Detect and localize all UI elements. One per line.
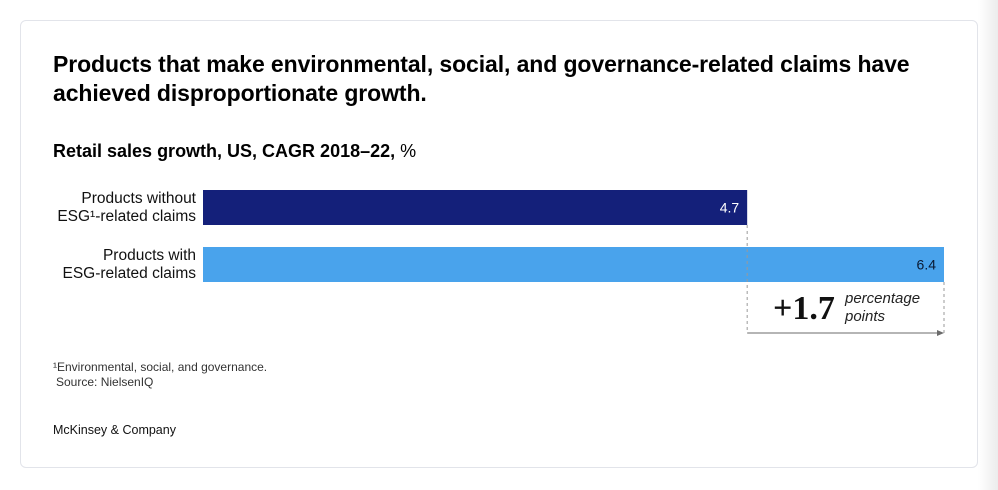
difference-unit-1: points (844, 308, 886, 325)
category-label-0-0: Products without (81, 190, 196, 207)
category-label-1-0: Products with (103, 247, 196, 264)
bar-1 (203, 247, 944, 282)
chart-subtitle: Retail sales growth, US, CAGR 2018–22, % (53, 140, 416, 162)
category-label-1-1: ESG-related claims (62, 265, 196, 282)
exhibit-card (20, 20, 978, 468)
diff-arrow-head (937, 330, 944, 336)
footnote-note: ¹Environmental, social, and governance. (53, 360, 268, 374)
chart-title: Products that make environmental, social… (53, 51, 910, 106)
value-label-1: 6.4 (917, 257, 937, 273)
footnote: ¹Environmental, social, and governance. … (53, 360, 267, 390)
difference-unit-0: percentage (844, 290, 920, 307)
difference-value: +1.7 (773, 290, 835, 327)
page-edge-shade (978, 0, 998, 490)
bar-0 (203, 190, 748, 225)
brand-label: McKinsey & Company (53, 423, 176, 437)
value-label-0: 4.7 (720, 200, 740, 216)
category-label-0-1: ESG¹-related claims (57, 208, 196, 225)
subtitle-unit: % (395, 141, 417, 161)
subtitle-main: Retail sales growth, US, CAGR 2018–22, (53, 141, 396, 161)
footnote-source: Source: NielsenIQ (56, 375, 154, 389)
